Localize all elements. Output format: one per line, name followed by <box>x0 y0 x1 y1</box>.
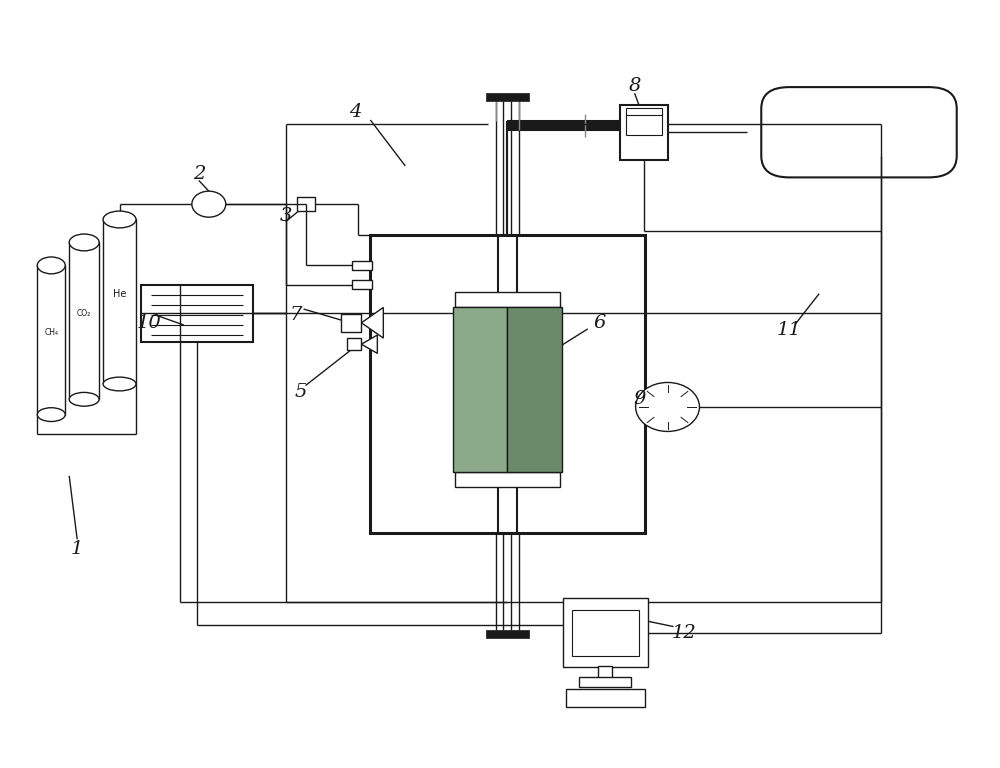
FancyBboxPatch shape <box>761 87 957 177</box>
Ellipse shape <box>69 234 99 251</box>
Bar <box>486 631 529 638</box>
Bar <box>572 610 639 656</box>
Bar <box>69 243 99 399</box>
Bar <box>352 280 372 289</box>
Bar <box>347 338 361 350</box>
Bar <box>103 220 136 384</box>
Text: 8: 8 <box>628 77 641 94</box>
Bar <box>141 284 253 342</box>
Text: 7: 7 <box>289 306 302 324</box>
Text: 4: 4 <box>349 104 362 121</box>
Text: 1: 1 <box>71 540 83 558</box>
Ellipse shape <box>37 257 65 274</box>
Bar <box>507 307 562 472</box>
Text: He: He <box>113 289 126 299</box>
Bar <box>507 121 622 130</box>
Text: 2: 2 <box>193 164 205 183</box>
Bar <box>341 313 361 332</box>
Bar <box>620 104 668 160</box>
Bar <box>626 108 662 114</box>
Polygon shape <box>361 335 377 353</box>
Text: CH₄: CH₄ <box>44 328 58 337</box>
Circle shape <box>192 191 226 217</box>
Bar <box>579 677 631 687</box>
Ellipse shape <box>103 211 136 228</box>
Bar <box>486 93 529 101</box>
Ellipse shape <box>37 408 65 422</box>
Bar <box>598 667 612 679</box>
Text: 6: 6 <box>594 314 606 332</box>
Ellipse shape <box>103 377 136 391</box>
Bar <box>563 598 648 667</box>
Bar <box>455 472 560 488</box>
Bar <box>566 689 645 707</box>
Bar <box>37 266 65 415</box>
Bar <box>455 292 560 307</box>
Bar <box>352 261 372 270</box>
Bar <box>453 307 507 472</box>
Bar <box>297 197 315 211</box>
Bar <box>370 235 645 533</box>
Circle shape <box>636 382 699 432</box>
Text: 9: 9 <box>633 390 646 409</box>
Text: 3: 3 <box>279 207 292 225</box>
Ellipse shape <box>69 392 99 406</box>
Text: 12: 12 <box>672 624 697 642</box>
Text: 10: 10 <box>137 314 161 332</box>
Text: 11: 11 <box>777 322 802 339</box>
Polygon shape <box>361 307 383 338</box>
Bar <box>626 112 662 135</box>
Text: CO₂: CO₂ <box>77 309 91 317</box>
Text: 5: 5 <box>294 382 307 401</box>
